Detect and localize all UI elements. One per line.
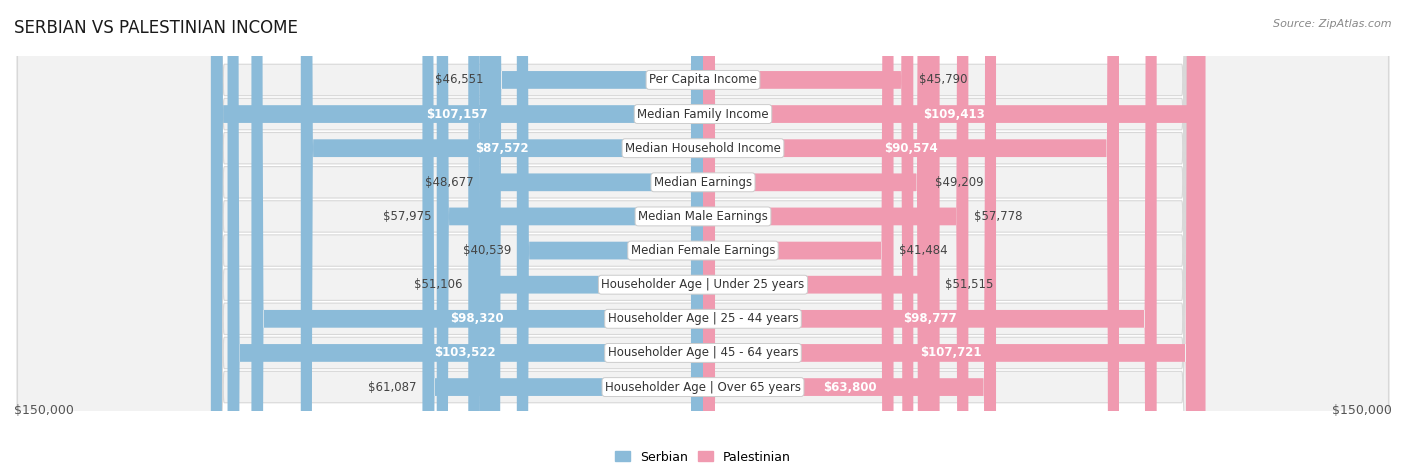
FancyBboxPatch shape	[703, 0, 1198, 467]
FancyBboxPatch shape	[252, 0, 703, 467]
Text: $51,515: $51,515	[945, 278, 994, 291]
Text: $98,777: $98,777	[903, 312, 956, 325]
FancyBboxPatch shape	[17, 0, 1389, 467]
FancyBboxPatch shape	[17, 0, 1389, 467]
FancyBboxPatch shape	[17, 0, 1389, 467]
FancyBboxPatch shape	[703, 0, 969, 467]
Text: $61,087: $61,087	[368, 381, 418, 394]
Text: Householder Age | Under 25 years: Householder Age | Under 25 years	[602, 278, 804, 291]
Text: $51,106: $51,106	[415, 278, 463, 291]
FancyBboxPatch shape	[17, 0, 1389, 467]
FancyBboxPatch shape	[422, 0, 703, 467]
Text: $90,574: $90,574	[884, 142, 938, 155]
Text: $150,000: $150,000	[1331, 404, 1392, 417]
Text: Householder Age | Over 65 years: Householder Age | Over 65 years	[605, 381, 801, 394]
Text: $107,157: $107,157	[426, 107, 488, 120]
FancyBboxPatch shape	[479, 0, 703, 467]
Legend: Serbian, Palestinian: Serbian, Palestinian	[610, 446, 796, 467]
FancyBboxPatch shape	[17, 0, 1389, 467]
Text: $40,539: $40,539	[463, 244, 512, 257]
FancyBboxPatch shape	[703, 0, 929, 467]
FancyBboxPatch shape	[301, 0, 703, 467]
Text: $109,413: $109,413	[924, 107, 986, 120]
FancyBboxPatch shape	[703, 0, 1157, 467]
FancyBboxPatch shape	[703, 0, 894, 467]
Text: $107,721: $107,721	[920, 347, 981, 360]
Text: $57,975: $57,975	[382, 210, 432, 223]
FancyBboxPatch shape	[703, 0, 995, 467]
FancyBboxPatch shape	[489, 0, 703, 467]
FancyBboxPatch shape	[17, 0, 1389, 467]
Text: $87,572: $87,572	[475, 142, 529, 155]
Text: Source: ZipAtlas.com: Source: ZipAtlas.com	[1274, 19, 1392, 28]
FancyBboxPatch shape	[437, 0, 703, 467]
Text: $49,209: $49,209	[935, 176, 983, 189]
Text: Householder Age | 25 - 44 years: Householder Age | 25 - 44 years	[607, 312, 799, 325]
FancyBboxPatch shape	[703, 0, 939, 467]
Text: SERBIAN VS PALESTINIAN INCOME: SERBIAN VS PALESTINIAN INCOME	[14, 19, 298, 37]
Text: Median Earnings: Median Earnings	[654, 176, 752, 189]
FancyBboxPatch shape	[17, 0, 1389, 467]
FancyBboxPatch shape	[228, 0, 703, 467]
Text: Per Capita Income: Per Capita Income	[650, 73, 756, 86]
FancyBboxPatch shape	[517, 0, 703, 467]
FancyBboxPatch shape	[703, 0, 1205, 467]
Text: $63,800: $63,800	[823, 381, 876, 394]
Text: $48,677: $48,677	[425, 176, 474, 189]
Text: Median Family Income: Median Family Income	[637, 107, 769, 120]
Text: $150,000: $150,000	[14, 404, 75, 417]
Text: $46,551: $46,551	[436, 73, 484, 86]
Text: Householder Age | 45 - 64 years: Householder Age | 45 - 64 years	[607, 347, 799, 360]
Text: $41,484: $41,484	[898, 244, 948, 257]
FancyBboxPatch shape	[703, 0, 914, 467]
FancyBboxPatch shape	[17, 0, 1389, 467]
Text: $103,522: $103,522	[434, 347, 496, 360]
FancyBboxPatch shape	[468, 0, 703, 467]
FancyBboxPatch shape	[17, 0, 1389, 467]
Text: Median Female Earnings: Median Female Earnings	[631, 244, 775, 257]
Text: $45,790: $45,790	[920, 73, 967, 86]
Text: $57,778: $57,778	[974, 210, 1022, 223]
FancyBboxPatch shape	[211, 0, 703, 467]
FancyBboxPatch shape	[17, 0, 1389, 467]
Text: Median Household Income: Median Household Income	[626, 142, 780, 155]
Text: $98,320: $98,320	[450, 312, 503, 325]
FancyBboxPatch shape	[703, 0, 1119, 467]
Text: Median Male Earnings: Median Male Earnings	[638, 210, 768, 223]
